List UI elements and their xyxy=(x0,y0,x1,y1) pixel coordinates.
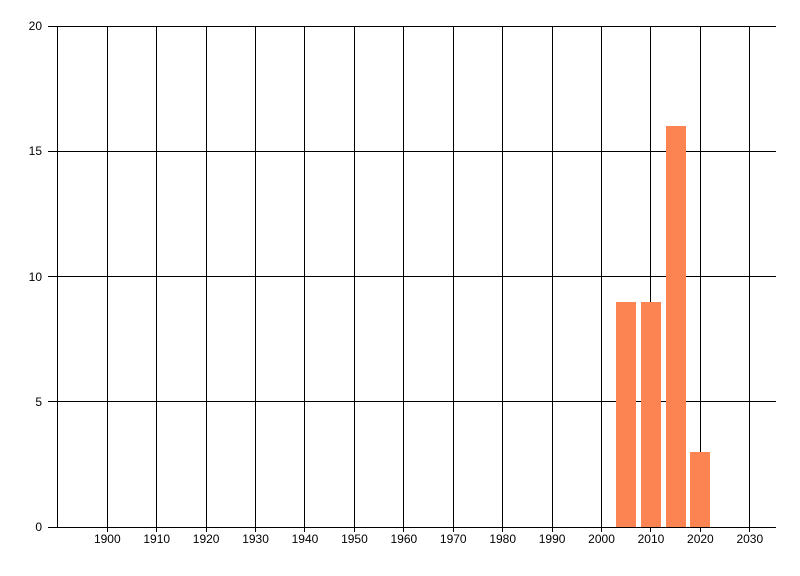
x-axis-label-1940: 1940 xyxy=(291,532,319,546)
bar-2015[interactable] xyxy=(665,126,686,527)
x-tick-1960 xyxy=(403,527,405,532)
x-axis-label-2000: 2000 xyxy=(588,532,615,546)
x-axis-label-1950: 1950 xyxy=(341,532,368,546)
x-tick-1970 xyxy=(452,527,454,532)
x-tick-2010 xyxy=(650,527,652,532)
x-axis-label-2010: 2010 xyxy=(637,532,665,546)
x-tick-1980 xyxy=(502,527,504,532)
x-axis-label-1980: 1980 xyxy=(489,532,517,546)
y-axis-label-10: 10 xyxy=(28,269,42,284)
x-tick-1900 xyxy=(106,527,108,532)
y-axis-label-20: 20 xyxy=(28,19,42,33)
x-tick-1940 xyxy=(304,527,306,532)
x-tick-1910 xyxy=(156,527,158,532)
y-axis-label-0: 0 xyxy=(35,520,42,534)
bar-2020[interactable] xyxy=(690,451,711,527)
bar-2005[interactable] xyxy=(616,301,637,527)
x-tick-1990 xyxy=(551,527,553,532)
x-axis-label-2020: 2020 xyxy=(687,532,714,546)
x-axis-label-1990: 1990 xyxy=(538,532,566,546)
x-tick-1950 xyxy=(353,527,355,532)
x-axis-label-1910: 1910 xyxy=(143,532,171,546)
gridline-y-5 xyxy=(48,401,776,403)
x-axis-label-2030: 2030 xyxy=(736,532,764,546)
x-tick-2000 xyxy=(601,527,603,532)
x-axis-label-1930: 1930 xyxy=(242,532,269,546)
x-tick-2020 xyxy=(699,527,701,532)
x-tick-1920 xyxy=(205,527,207,532)
bar-2010[interactable] xyxy=(640,301,661,527)
gridline-y-15 xyxy=(48,150,776,152)
x-axis-line xyxy=(48,526,776,528)
gridline-y-10 xyxy=(48,276,776,277)
x-tick-2030 xyxy=(749,527,751,532)
x-axis-label-1960: 1960 xyxy=(390,532,418,546)
y-axis-label-5: 5 xyxy=(35,394,42,409)
gridline-y-20 xyxy=(48,25,776,27)
x-axis-label-1900: 1900 xyxy=(93,532,121,546)
y-axis-label-15: 15 xyxy=(28,144,42,159)
x-axis-label-1920: 1920 xyxy=(192,532,220,546)
x-axis-label-1970: 1970 xyxy=(439,532,467,546)
x-tick-1930 xyxy=(255,527,257,532)
